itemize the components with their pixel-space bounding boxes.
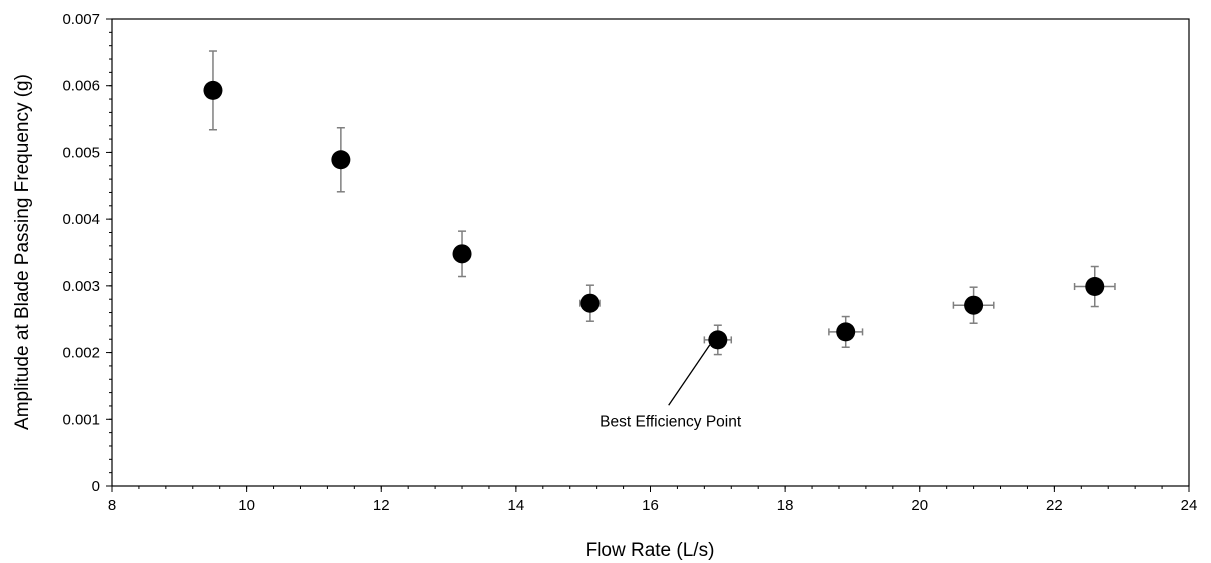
annotation-label: Best Efficiency Point (600, 413, 742, 430)
annotations: Best Efficiency Point (600, 344, 742, 430)
data-point (580, 293, 600, 313)
y-tick-label: 0.006 (62, 78, 100, 95)
y-tick-label: 0.004 (62, 211, 100, 228)
y-tick-label: 0 (92, 478, 100, 495)
x-tick-label: 14 (508, 497, 525, 514)
x-tick-label: 10 (238, 497, 255, 514)
y-tick-label: 0.002 (62, 345, 100, 362)
x-tick-label: 20 (911, 497, 928, 514)
data-point (452, 244, 472, 264)
x-tick-label: 18 (777, 497, 794, 514)
x-tick-label: 22 (1046, 497, 1063, 514)
x-axis-ticks (111, 486, 1190, 492)
y-axis-tick-labels: 0 0.001 0.002 0.003 0.004 0.005 0.006 0.007 (62, 11, 100, 495)
y-axis-ticks (106, 18, 112, 487)
data-point (331, 150, 351, 170)
y-tick-label: 0.003 (62, 278, 100, 295)
x-axis-title: Flow Rate (L/s) (586, 540, 715, 561)
x-tick-label: 24 (1181, 497, 1198, 514)
data-point (1085, 277, 1105, 297)
y-axis-title: Amplitude at Blade Passing Frequency (g) (12, 74, 33, 430)
y-tick-label: 0.001 (62, 411, 100, 428)
data-point (203, 80, 223, 100)
data-points (203, 80, 1105, 350)
data-point (708, 330, 728, 350)
x-tick-label: 8 (108, 497, 116, 514)
x-tick-label: 12 (373, 497, 390, 514)
y-tick-label: 0.007 (62, 11, 100, 28)
x-tick-label: 16 (642, 497, 659, 514)
x-axis-tick-labels: 8 10 12 14 16 18 20 22 24 (108, 497, 1198, 514)
plot-area (111, 18, 1190, 487)
annotation-leader-line (668, 344, 711, 406)
data-point (964, 295, 984, 315)
data-point (836, 322, 856, 342)
y-tick-label: 0.005 (62, 144, 100, 161)
